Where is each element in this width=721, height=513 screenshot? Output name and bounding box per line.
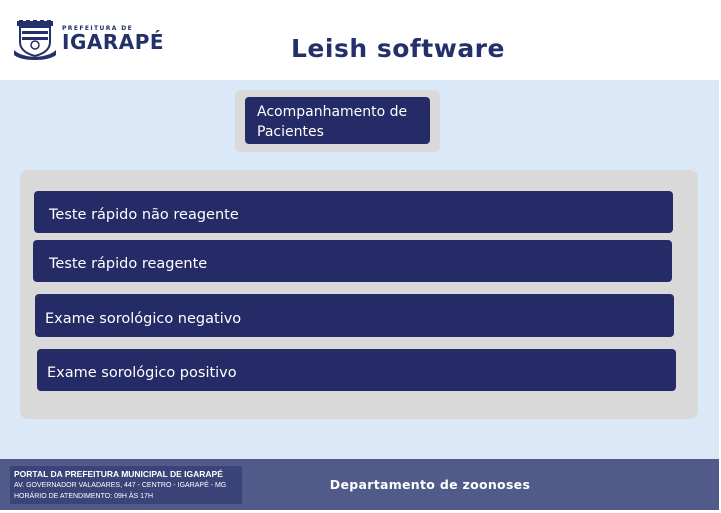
portal-title: PORTAL DA PREFEITURA MUNICIPAL DE IGARAP… — [14, 469, 223, 479]
main-content: Acompanhamento de Pacientes Teste rápido… — [0, 80, 719, 459]
logo-small-text: PREFEITURA DE — [62, 25, 134, 32]
rapid-test-reactive-button[interactable]: Teste rápido reagente — [33, 240, 672, 282]
header: PREFEITURA DE IGARAPÉ Leish software — [0, 0, 721, 80]
serology-positive-button[interactable]: Exame sorológico positivo — [37, 349, 676, 391]
serology-negative-button[interactable]: Exame sorológico negativo — [35, 294, 674, 337]
patient-tracking-container: Acompanhamento de Pacientes — [235, 90, 440, 152]
portal-hours: HORÁRIO DE ATENDIMENTO: 09H ÀS 17H — [14, 493, 153, 500]
department-label: Departamento de zoonoses — [329, 477, 531, 492]
portal-info[interactable]: PORTAL DA PREFEITURA MUNICIPAL DE IGARAP… — [10, 466, 242, 504]
patient-tracking-button[interactable]: Acompanhamento de Pacientes — [245, 97, 430, 144]
portal-address: AV. GOVERNADOR VALADARES, 447 - CENTRO -… — [14, 482, 227, 489]
page-title: Leish software — [291, 34, 505, 63]
prefeitura-logo[interactable]: PREFEITURA DE IGARAPÉ — [14, 20, 164, 60]
footer: PORTAL DA PREFEITURA MUNICIPAL DE IGARAP… — [0, 459, 719, 510]
logo-city-name: IGARAPÉ — [62, 30, 165, 54]
city-crest-icon — [14, 20, 56, 60]
options-panel: Teste rápido não reagente Teste rápido r… — [20, 170, 698, 419]
rapid-test-nonreactive-button[interactable]: Teste rápido não reagente — [34, 191, 673, 233]
